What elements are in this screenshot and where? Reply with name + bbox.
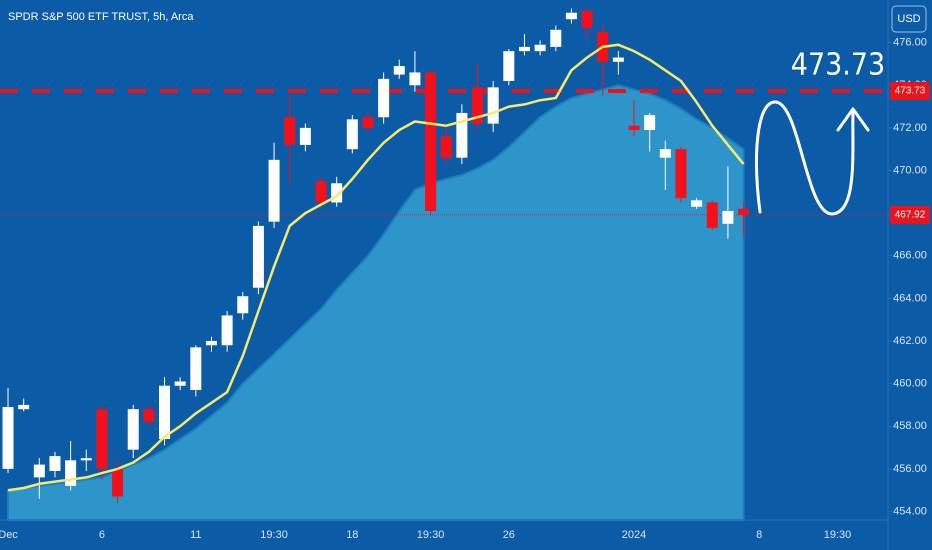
candle-body [738, 208, 750, 215]
arrow-head [836, 107, 870, 132]
price-label: 467.92 [895, 209, 926, 220]
candle-body [80, 458, 92, 461]
y-tick-label: 464.00 [893, 292, 927, 304]
y-tick-label: 460.00 [893, 378, 927, 390]
candle-body [205, 340, 217, 346]
x-tick-label: 18 [346, 529, 358, 541]
candle-body [722, 210, 734, 224]
candle-body [96, 409, 108, 469]
candle-body [550, 29, 562, 47]
candle-body [612, 57, 624, 62]
candle-body [331, 183, 343, 203]
hand-drawn-curve [755, 100, 855, 216]
candle-body [112, 468, 124, 497]
y-tick-label: 456.00 [893, 463, 927, 475]
candle-body [644, 115, 656, 130]
currency[interactable]: USD [897, 13, 920, 25]
plot-area [0, 8, 888, 521]
target-annotation: 473.73 [791, 48, 885, 83]
x-tick-label: Dec [0, 529, 18, 541]
candle-body [378, 78, 390, 118]
area [7, 84, 745, 521]
candle-body [472, 87, 484, 124]
candle-body [393, 66, 405, 75]
candle-body [581, 10, 593, 28]
candle-body [284, 117, 296, 145]
price-label: 473.73 [895, 86, 926, 97]
y-tick-label: 466.00 [893, 250, 927, 262]
currency-box[interactable] [891, 5, 927, 33]
candle-body [190, 347, 202, 390]
candle-body [18, 404, 30, 410]
candle-body [159, 385, 171, 440]
candle-body [221, 315, 233, 346]
x-tick-label: 19:30 [417, 529, 445, 541]
candle-body [315, 181, 327, 203]
candle-body [346, 119, 358, 150]
candle-body [127, 409, 139, 450]
candle-body [33, 464, 45, 478]
x-tick-label: 19:30 [260, 529, 288, 541]
candle-body [299, 127, 311, 145]
candle-body [143, 409, 155, 422]
candle-body [49, 456, 61, 471]
candle-body [425, 72, 437, 211]
y-tick-label: 454.00 [893, 505, 927, 517]
chart-title: SPDR S&P 500 ETF TRUST, 5h, Arca [8, 11, 194, 23]
candle-body [362, 117, 374, 128]
x-tick-label: 2024 [622, 529, 646, 541]
y-tick-label: 458.00 [893, 420, 927, 432]
x-tick-label: 26 [503, 529, 515, 541]
y-tick-label: 472.00 [893, 122, 927, 134]
y-tick-label: 462.00 [893, 335, 927, 347]
x-tick-label: 11 [190, 529, 201, 541]
candle-body [518, 46, 530, 52]
candle-body [456, 112, 468, 158]
price-label-box [890, 205, 930, 224]
y-tick-label: 476.00 [893, 37, 927, 49]
candle-body [565, 12, 577, 20]
candle-body [174, 381, 186, 386]
candle-body [659, 149, 671, 158]
candle-body [487, 87, 499, 124]
candle-body [65, 460, 77, 486]
candle-body [628, 125, 640, 130]
candle-body [534, 44, 546, 52]
x-tick-label: 19:30 [824, 529, 852, 541]
candle-body [503, 51, 515, 81]
candle-body [268, 159, 280, 222]
candle-body [252, 225, 264, 288]
y-tick-label: 470.00 [893, 164, 927, 176]
candle-body [409, 72, 421, 86]
candle-body [440, 136, 452, 158]
candle-body [237, 296, 249, 314]
candle-body [706, 202, 718, 229]
candle-body [691, 200, 703, 207]
moving-average [7, 43, 745, 492]
x-tick-label: 8 [756, 529, 762, 541]
x-tick-label: 6 [99, 529, 105, 541]
price-label-box [890, 82, 930, 100]
candle-body [675, 149, 687, 199]
candle-body [2, 407, 14, 469]
